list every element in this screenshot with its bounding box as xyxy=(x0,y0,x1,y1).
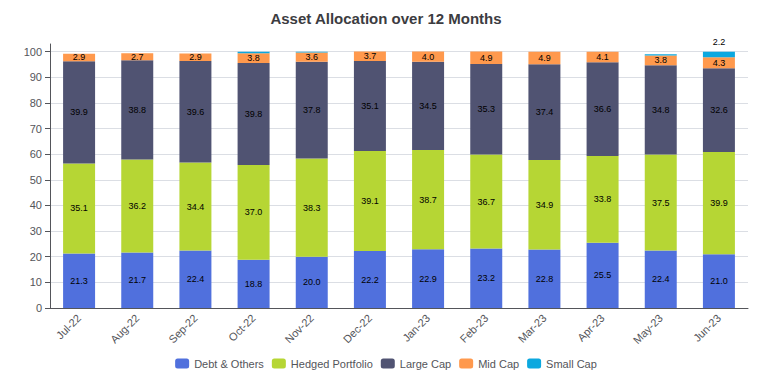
svg-text:32.6: 32.6 xyxy=(710,105,728,115)
svg-text:Asset Allocation over 12 Month: Asset Allocation over 12 Months xyxy=(270,10,501,27)
svg-text:22.9: 22.9 xyxy=(419,274,437,284)
svg-text:34.4: 34.4 xyxy=(187,202,205,212)
svg-text:39.6: 39.6 xyxy=(187,107,205,117)
svg-text:40: 40 xyxy=(30,199,42,211)
svg-text:0: 0 xyxy=(36,302,42,314)
svg-text:22.8: 22.8 xyxy=(536,274,554,284)
svg-text:35.1: 35.1 xyxy=(70,203,88,213)
svg-text:37.5: 37.5 xyxy=(652,198,670,208)
svg-text:38.7: 38.7 xyxy=(419,195,437,205)
svg-text:35.1: 35.1 xyxy=(361,101,379,111)
svg-text:70: 70 xyxy=(30,123,42,135)
svg-text:37.4: 37.4 xyxy=(536,107,554,117)
svg-text:39.9: 39.9 xyxy=(70,107,88,117)
svg-text:Nov-22: Nov-22 xyxy=(282,312,316,346)
svg-text:2.9: 2.9 xyxy=(189,52,202,62)
svg-text:20: 20 xyxy=(30,251,42,263)
svg-text:36.7: 36.7 xyxy=(477,197,495,207)
svg-text:4.3: 4.3 xyxy=(713,58,726,68)
svg-text:21.3: 21.3 xyxy=(70,276,88,286)
svg-text:50: 50 xyxy=(30,174,42,186)
svg-text:2.2: 2.2 xyxy=(713,37,726,47)
svg-text:3.7: 3.7 xyxy=(364,51,377,61)
svg-text:34.8: 34.8 xyxy=(652,105,670,115)
svg-text:Apr-23: Apr-23 xyxy=(575,312,607,344)
svg-text:39.1: 39.1 xyxy=(361,196,379,206)
svg-text:Jun-23: Jun-23 xyxy=(691,312,723,344)
svg-text:37.0: 37.0 xyxy=(245,207,263,217)
svg-text:39.9: 39.9 xyxy=(710,198,728,208)
svg-text:23.2: 23.2 xyxy=(477,273,495,283)
svg-text:25.5: 25.5 xyxy=(594,270,612,280)
svg-text:38.3: 38.3 xyxy=(303,203,321,213)
svg-text:Aug-22: Aug-22 xyxy=(108,312,142,346)
svg-text:May-23: May-23 xyxy=(631,312,665,346)
svg-text:60: 60 xyxy=(30,148,42,160)
svg-text:22.4: 22.4 xyxy=(652,274,670,284)
svg-text:Jul-22: Jul-22 xyxy=(54,312,84,342)
svg-text:Dec-22: Dec-22 xyxy=(341,312,375,346)
svg-text:3.8: 3.8 xyxy=(654,55,667,65)
svg-text:34.5: 34.5 xyxy=(419,101,437,111)
svg-text:36.2: 36.2 xyxy=(128,201,146,211)
svg-text:35.3: 35.3 xyxy=(477,104,495,114)
svg-text:36.6: 36.6 xyxy=(594,104,612,114)
svg-text:20.0: 20.0 xyxy=(303,277,321,287)
svg-text:30: 30 xyxy=(30,225,42,237)
svg-text:4.0: 4.0 xyxy=(422,52,435,62)
svg-text:3.6: 3.6 xyxy=(305,52,318,62)
svg-text:10: 10 xyxy=(30,276,42,288)
svg-text:Small Cap: Small Cap xyxy=(546,358,597,370)
svg-text:Sep-22: Sep-22 xyxy=(166,312,200,346)
svg-text:80: 80 xyxy=(30,97,42,109)
svg-text:34.9: 34.9 xyxy=(536,200,554,210)
svg-text:2.7: 2.7 xyxy=(131,52,144,62)
svg-text:33.8: 33.8 xyxy=(594,194,612,204)
svg-text:Mar-23: Mar-23 xyxy=(516,312,549,345)
svg-text:21.0: 21.0 xyxy=(710,276,728,286)
svg-text:37.8: 37.8 xyxy=(303,105,321,115)
svg-text:22.4: 22.4 xyxy=(187,274,205,284)
svg-text:18.8: 18.8 xyxy=(245,279,263,289)
svg-text:Large Cap: Large Cap xyxy=(400,358,451,370)
svg-text:2.9: 2.9 xyxy=(73,52,86,62)
svg-text:Oct-22: Oct-22 xyxy=(226,312,258,344)
svg-text:22.2: 22.2 xyxy=(361,275,379,285)
svg-text:Jan-23: Jan-23 xyxy=(400,312,432,344)
svg-text:38.8: 38.8 xyxy=(128,105,146,115)
svg-text:21.7: 21.7 xyxy=(128,275,146,285)
svg-text:Hedged Portfolio: Hedged Portfolio xyxy=(291,358,373,370)
svg-text:Feb-23: Feb-23 xyxy=(457,312,490,345)
svg-text:4.9: 4.9 xyxy=(538,53,551,63)
svg-text:3.8: 3.8 xyxy=(247,53,260,63)
svg-text:90: 90 xyxy=(30,71,42,83)
svg-text:4.1: 4.1 xyxy=(596,52,609,62)
svg-text:100: 100 xyxy=(24,46,42,58)
svg-text:39.8: 39.8 xyxy=(245,109,263,119)
svg-text:Mid Cap: Mid Cap xyxy=(478,358,519,370)
svg-text:4.9: 4.9 xyxy=(480,53,493,63)
svg-text:Debt & Others: Debt & Others xyxy=(194,358,264,370)
